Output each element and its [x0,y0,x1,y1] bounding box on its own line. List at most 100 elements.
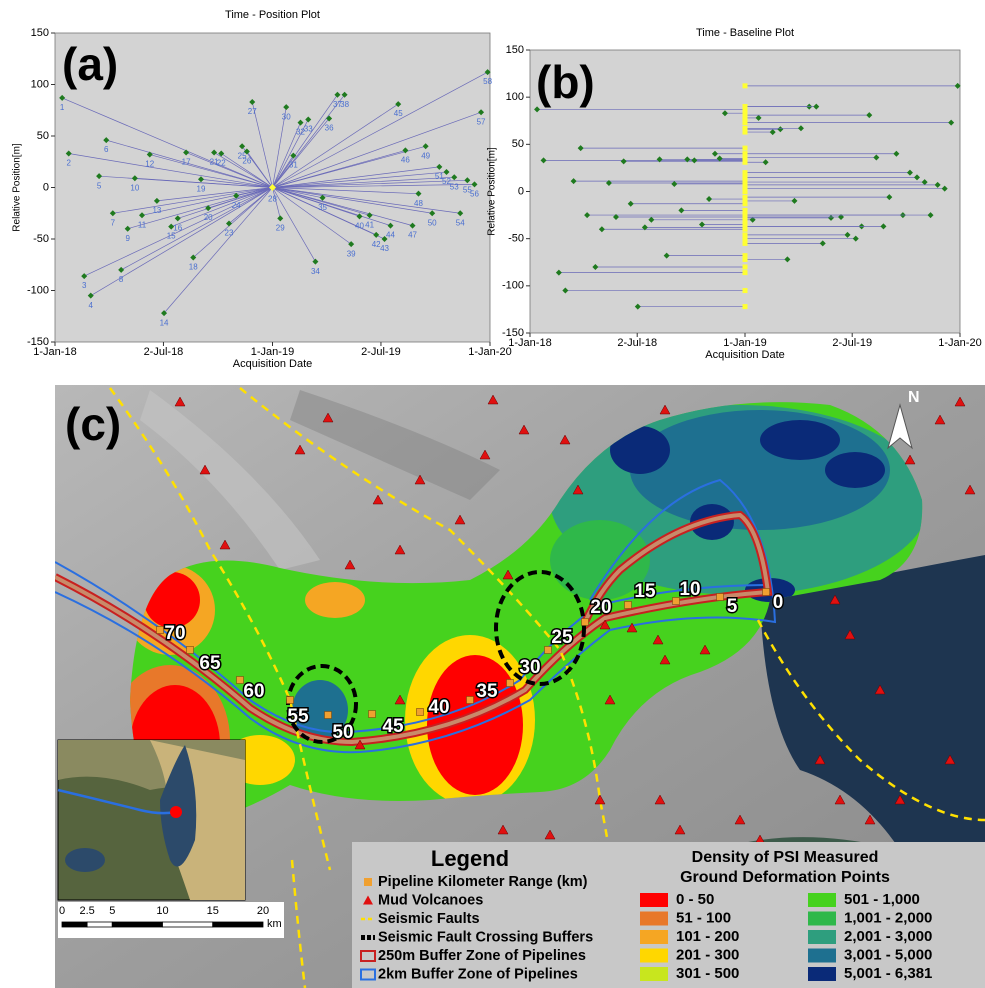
y-tick-label: 100 [506,91,524,103]
density-label: 501 - 1,000 [844,891,920,908]
page: Time - Position Plot Acquisition Date Rela… [0,0,985,988]
charts: Time - Position Plot Acquisition Date Rela… [12,9,982,370]
km-label: 60 [243,681,264,702]
reference-stack-point [743,288,748,293]
legend-item: Seismic Faults [378,911,480,927]
point-label: 50 [428,218,437,227]
point-label: 43 [380,244,389,253]
scale-segment [112,922,162,927]
reference-stack-point [743,208,748,213]
point-label: 15 [167,232,176,241]
scale-unit: km [267,918,282,930]
scale-label: 0 [59,905,65,917]
point-label: 14 [160,318,169,327]
reference-stack-point [743,120,748,125]
point-label: 12 [145,160,154,169]
point-label: 18 [189,263,198,272]
x-tick-label: 2-Jul-18 [144,346,184,358]
x-tick-label: 1-Jan-19 [723,337,766,349]
km-marker [325,712,332,719]
reference-stack-point [743,170,748,175]
density-swatch [640,893,668,907]
point-label: 36 [325,124,334,133]
panel-label: (a) [62,38,118,90]
legend-item: 250m Buffer Zone of Pipelines [378,948,586,964]
km-label: 55 [287,706,309,727]
density-label: 51 - 100 [676,909,731,926]
point-label: 49 [421,151,430,160]
legend-item: Seismic Fault Crossing Buffers [378,929,593,945]
x-tick-label: 1-Jan-20 [468,346,511,358]
point-label: 53 [450,182,459,191]
km-marker [763,589,770,596]
km-marker [467,697,474,704]
x-tick-label: 1-Jan-20 [938,337,981,349]
y-tick-label: 150 [31,27,49,39]
y-tick-label: 50 [512,138,524,150]
point-label: 20 [204,213,213,222]
density-swatch [808,949,836,963]
km-label: 5 [727,596,738,617]
point-label: 26 [242,157,251,166]
point-label: 10 [130,183,139,192]
y-tick-label: -100 [502,280,524,292]
scale-label: 10 [156,905,168,917]
point-label: 11 [138,220,147,229]
km-label: 65 [199,653,221,674]
km-label: 70 [164,623,185,644]
x-axis-label: Acquisition Date [705,349,785,361]
point-label: 8 [119,275,124,284]
x-tick-label: 1-Jan-19 [251,346,294,358]
y-tick-label: -50 [508,233,524,245]
density-swatch [808,893,836,907]
y-tick-label: 50 [37,130,49,142]
legend-item: 2km Buffer Zone of Pipelines [378,966,578,982]
reference-stack-point [743,104,748,109]
point-label: 47 [408,231,417,240]
inset-map [58,740,245,900]
km-label: 20 [590,597,611,618]
scale-segment [213,922,263,927]
point-label: 3 [82,281,87,290]
point-label: 35 [318,203,327,212]
north-label: N [908,389,920,406]
y-tick-label: -100 [27,284,49,296]
point-label: 57 [477,117,486,126]
km-label: 10 [679,579,700,600]
reference-stack-point [743,126,748,131]
density-label: 301 - 500 [676,965,739,982]
point-label: 4 [89,301,94,310]
reference-stack-point [743,195,748,200]
y-axis-label: Relative Position[m] [12,143,23,232]
legend-item: Mud Volcanoes [378,892,483,908]
density-title: Ground Deformation Points [680,869,890,886]
point-label: 31 [289,161,298,170]
km-label: 45 [382,716,404,737]
point-label: 39 [347,249,356,258]
point-label: 58 [483,77,492,86]
scale-segment [163,922,213,927]
density-label: 0 - 50 [676,891,714,908]
reference-stack-point [743,241,748,246]
km-marker [369,711,376,718]
point-label: 16 [173,224,182,233]
density-label: 201 - 300 [676,946,739,963]
legend-title: Legend [431,846,509,871]
reference-stack-point [743,175,748,180]
panel-label: (b) [536,56,595,108]
point-label: 45 [394,109,403,118]
chart-title: Time - Position Plot [225,9,320,21]
density-swatch [640,930,668,944]
reference-stack-point [743,224,748,229]
y-tick-label: 150 [506,44,524,56]
point-label: 5 [97,181,102,190]
km-label: 15 [634,581,656,602]
reference-stack-point [743,113,748,118]
km-marker [157,627,164,634]
reference-stack-point [743,160,748,165]
point-label: 38 [340,100,349,109]
reference-stack-point [743,83,748,88]
scale-label: 15 [207,905,219,917]
point-label: 19 [197,184,206,193]
density-title: Density of PSI Measured [692,849,879,866]
